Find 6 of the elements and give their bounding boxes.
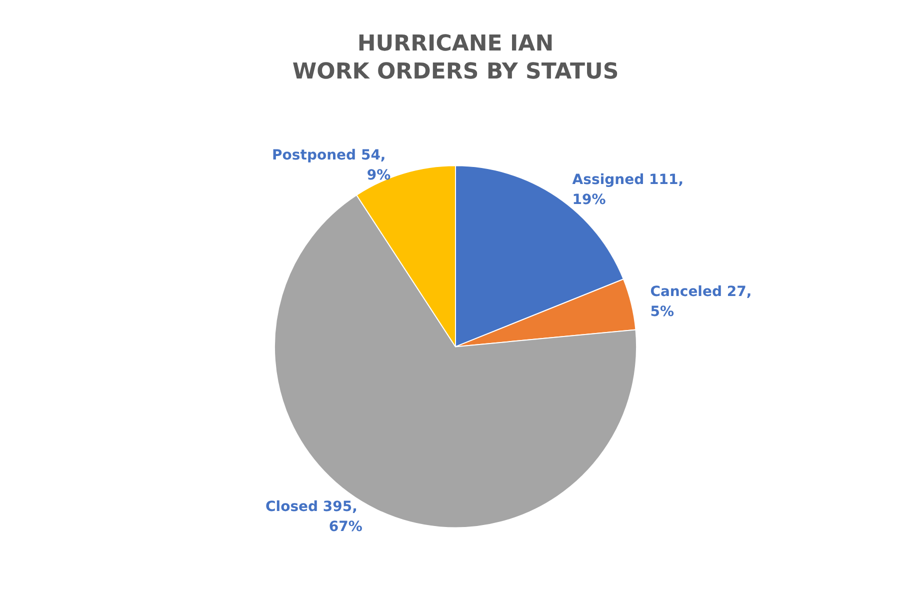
slice-label: Closed 395, 67% [266,498,362,535]
slice-label: Canceled 27, 5% [650,284,757,320]
slice-label: Postponed 54, 9% [272,148,391,184]
chart-subtitle: WORK ORDERS BY STATUS [292,60,619,84]
chart-title: HURRICANE IAN [357,32,554,56]
slice-label: Assigned 111, 19% [572,172,688,208]
